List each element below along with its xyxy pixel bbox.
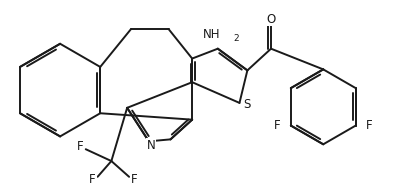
Text: 2: 2 bbox=[234, 34, 239, 43]
Text: F: F bbox=[274, 119, 280, 132]
Text: F: F bbox=[89, 173, 96, 186]
Text: F: F bbox=[76, 140, 83, 153]
Text: NH: NH bbox=[203, 28, 221, 41]
Text: O: O bbox=[266, 13, 276, 26]
Text: F: F bbox=[366, 119, 373, 132]
Text: N: N bbox=[146, 139, 155, 152]
Text: F: F bbox=[131, 173, 137, 186]
Text: S: S bbox=[244, 98, 251, 111]
